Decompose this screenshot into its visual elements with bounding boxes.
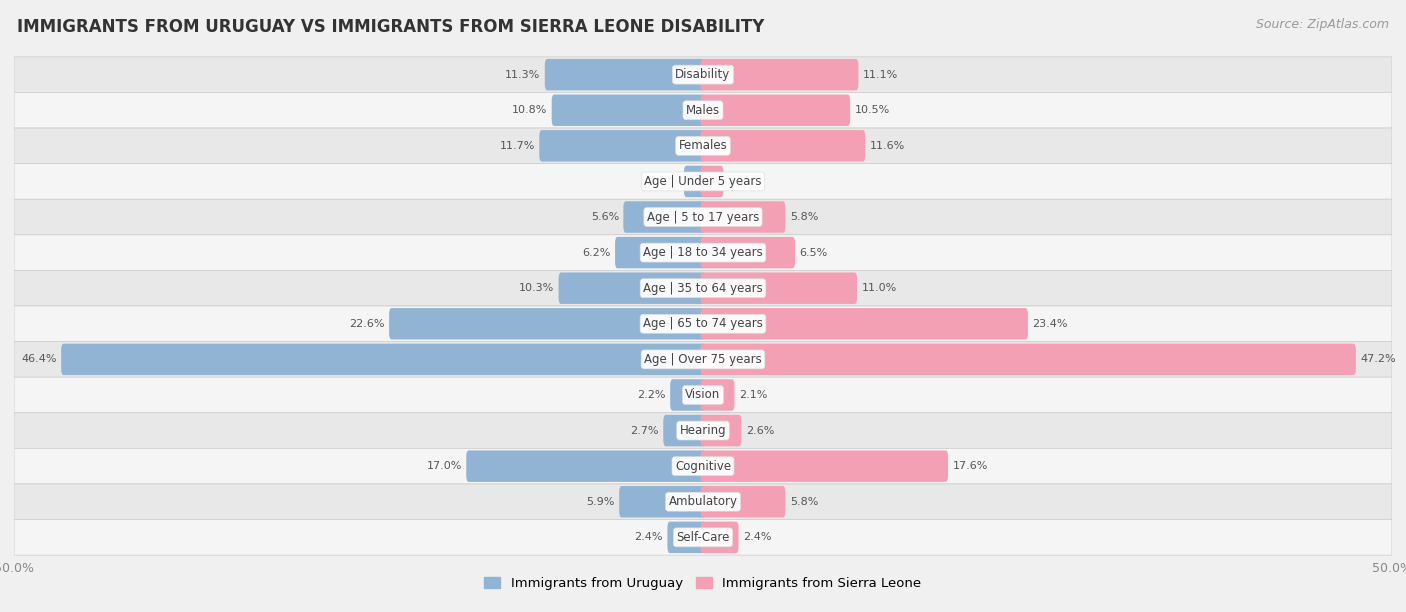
Text: 2.1%: 2.1% <box>738 390 768 400</box>
Text: 17.6%: 17.6% <box>952 461 988 471</box>
FancyBboxPatch shape <box>700 415 741 446</box>
Text: Females: Females <box>679 140 727 152</box>
FancyBboxPatch shape <box>700 272 858 304</box>
Text: Age | 18 to 34 years: Age | 18 to 34 years <box>643 246 763 259</box>
Text: 11.7%: 11.7% <box>499 141 534 151</box>
Text: 10.3%: 10.3% <box>519 283 554 293</box>
Text: 23.4%: 23.4% <box>1032 319 1067 329</box>
FancyBboxPatch shape <box>551 94 706 126</box>
Text: Source: ZipAtlas.com: Source: ZipAtlas.com <box>1256 18 1389 31</box>
Text: Age | Under 5 years: Age | Under 5 years <box>644 175 762 188</box>
FancyBboxPatch shape <box>700 308 1028 340</box>
Text: 2.7%: 2.7% <box>630 425 659 436</box>
Text: Vision: Vision <box>685 389 721 401</box>
FancyBboxPatch shape <box>14 341 1392 377</box>
FancyBboxPatch shape <box>700 201 786 233</box>
Text: 10.5%: 10.5% <box>855 105 890 115</box>
FancyBboxPatch shape <box>700 486 786 518</box>
FancyBboxPatch shape <box>60 344 706 375</box>
FancyBboxPatch shape <box>668 521 706 553</box>
Text: Age | Over 75 years: Age | Over 75 years <box>644 353 762 366</box>
Text: 5.8%: 5.8% <box>790 497 818 507</box>
Text: 10.8%: 10.8% <box>512 105 547 115</box>
Text: Self-Care: Self-Care <box>676 531 730 544</box>
FancyBboxPatch shape <box>683 166 706 197</box>
Text: Cognitive: Cognitive <box>675 460 731 472</box>
FancyBboxPatch shape <box>700 59 859 91</box>
FancyBboxPatch shape <box>700 521 738 553</box>
Text: Age | 65 to 74 years: Age | 65 to 74 years <box>643 317 763 330</box>
Text: 2.4%: 2.4% <box>742 532 772 542</box>
Text: Males: Males <box>686 104 720 117</box>
Text: 6.5%: 6.5% <box>800 248 828 258</box>
FancyBboxPatch shape <box>700 130 865 162</box>
FancyBboxPatch shape <box>467 450 706 482</box>
FancyBboxPatch shape <box>700 344 1355 375</box>
Text: 2.2%: 2.2% <box>637 390 666 400</box>
FancyBboxPatch shape <box>700 94 851 126</box>
FancyBboxPatch shape <box>14 484 1392 520</box>
Text: 1.3%: 1.3% <box>728 176 756 187</box>
Text: 47.2%: 47.2% <box>1360 354 1396 364</box>
Text: Disability: Disability <box>675 68 731 81</box>
Text: 6.2%: 6.2% <box>582 248 610 258</box>
Text: 2.4%: 2.4% <box>634 532 664 542</box>
Text: 5.8%: 5.8% <box>790 212 818 222</box>
FancyBboxPatch shape <box>14 92 1392 128</box>
FancyBboxPatch shape <box>14 520 1392 555</box>
Text: 11.3%: 11.3% <box>505 70 540 80</box>
FancyBboxPatch shape <box>14 57 1392 92</box>
Text: 11.1%: 11.1% <box>863 70 898 80</box>
Text: 5.9%: 5.9% <box>586 497 614 507</box>
Text: 17.0%: 17.0% <box>426 461 461 471</box>
FancyBboxPatch shape <box>14 306 1392 341</box>
Text: Hearing: Hearing <box>679 424 727 437</box>
Text: 11.6%: 11.6% <box>870 141 905 151</box>
Text: 46.4%: 46.4% <box>21 354 56 364</box>
Text: Age | 5 to 17 years: Age | 5 to 17 years <box>647 211 759 223</box>
FancyBboxPatch shape <box>14 200 1392 235</box>
FancyBboxPatch shape <box>614 237 706 268</box>
FancyBboxPatch shape <box>540 130 706 162</box>
FancyBboxPatch shape <box>700 450 948 482</box>
FancyBboxPatch shape <box>14 412 1392 449</box>
FancyBboxPatch shape <box>664 415 706 446</box>
FancyBboxPatch shape <box>671 379 706 411</box>
FancyBboxPatch shape <box>389 308 706 340</box>
Text: 22.6%: 22.6% <box>349 319 385 329</box>
Legend: Immigrants from Uruguay, Immigrants from Sierra Leone: Immigrants from Uruguay, Immigrants from… <box>479 572 927 595</box>
FancyBboxPatch shape <box>14 449 1392 484</box>
FancyBboxPatch shape <box>700 166 724 197</box>
FancyBboxPatch shape <box>14 271 1392 306</box>
FancyBboxPatch shape <box>544 59 706 91</box>
FancyBboxPatch shape <box>623 201 706 233</box>
Text: IMMIGRANTS FROM URUGUAY VS IMMIGRANTS FROM SIERRA LEONE DISABILITY: IMMIGRANTS FROM URUGUAY VS IMMIGRANTS FR… <box>17 18 765 36</box>
FancyBboxPatch shape <box>558 272 706 304</box>
Text: 5.6%: 5.6% <box>591 212 619 222</box>
FancyBboxPatch shape <box>619 486 706 518</box>
FancyBboxPatch shape <box>14 377 1392 412</box>
FancyBboxPatch shape <box>14 128 1392 163</box>
Text: 11.0%: 11.0% <box>862 283 897 293</box>
FancyBboxPatch shape <box>700 379 734 411</box>
FancyBboxPatch shape <box>14 235 1392 271</box>
Text: 2.6%: 2.6% <box>745 425 775 436</box>
Text: Ambulatory: Ambulatory <box>668 495 738 508</box>
FancyBboxPatch shape <box>14 163 1392 200</box>
Text: Age | 35 to 64 years: Age | 35 to 64 years <box>643 282 763 295</box>
FancyBboxPatch shape <box>700 237 794 268</box>
Text: 1.2%: 1.2% <box>651 176 679 187</box>
